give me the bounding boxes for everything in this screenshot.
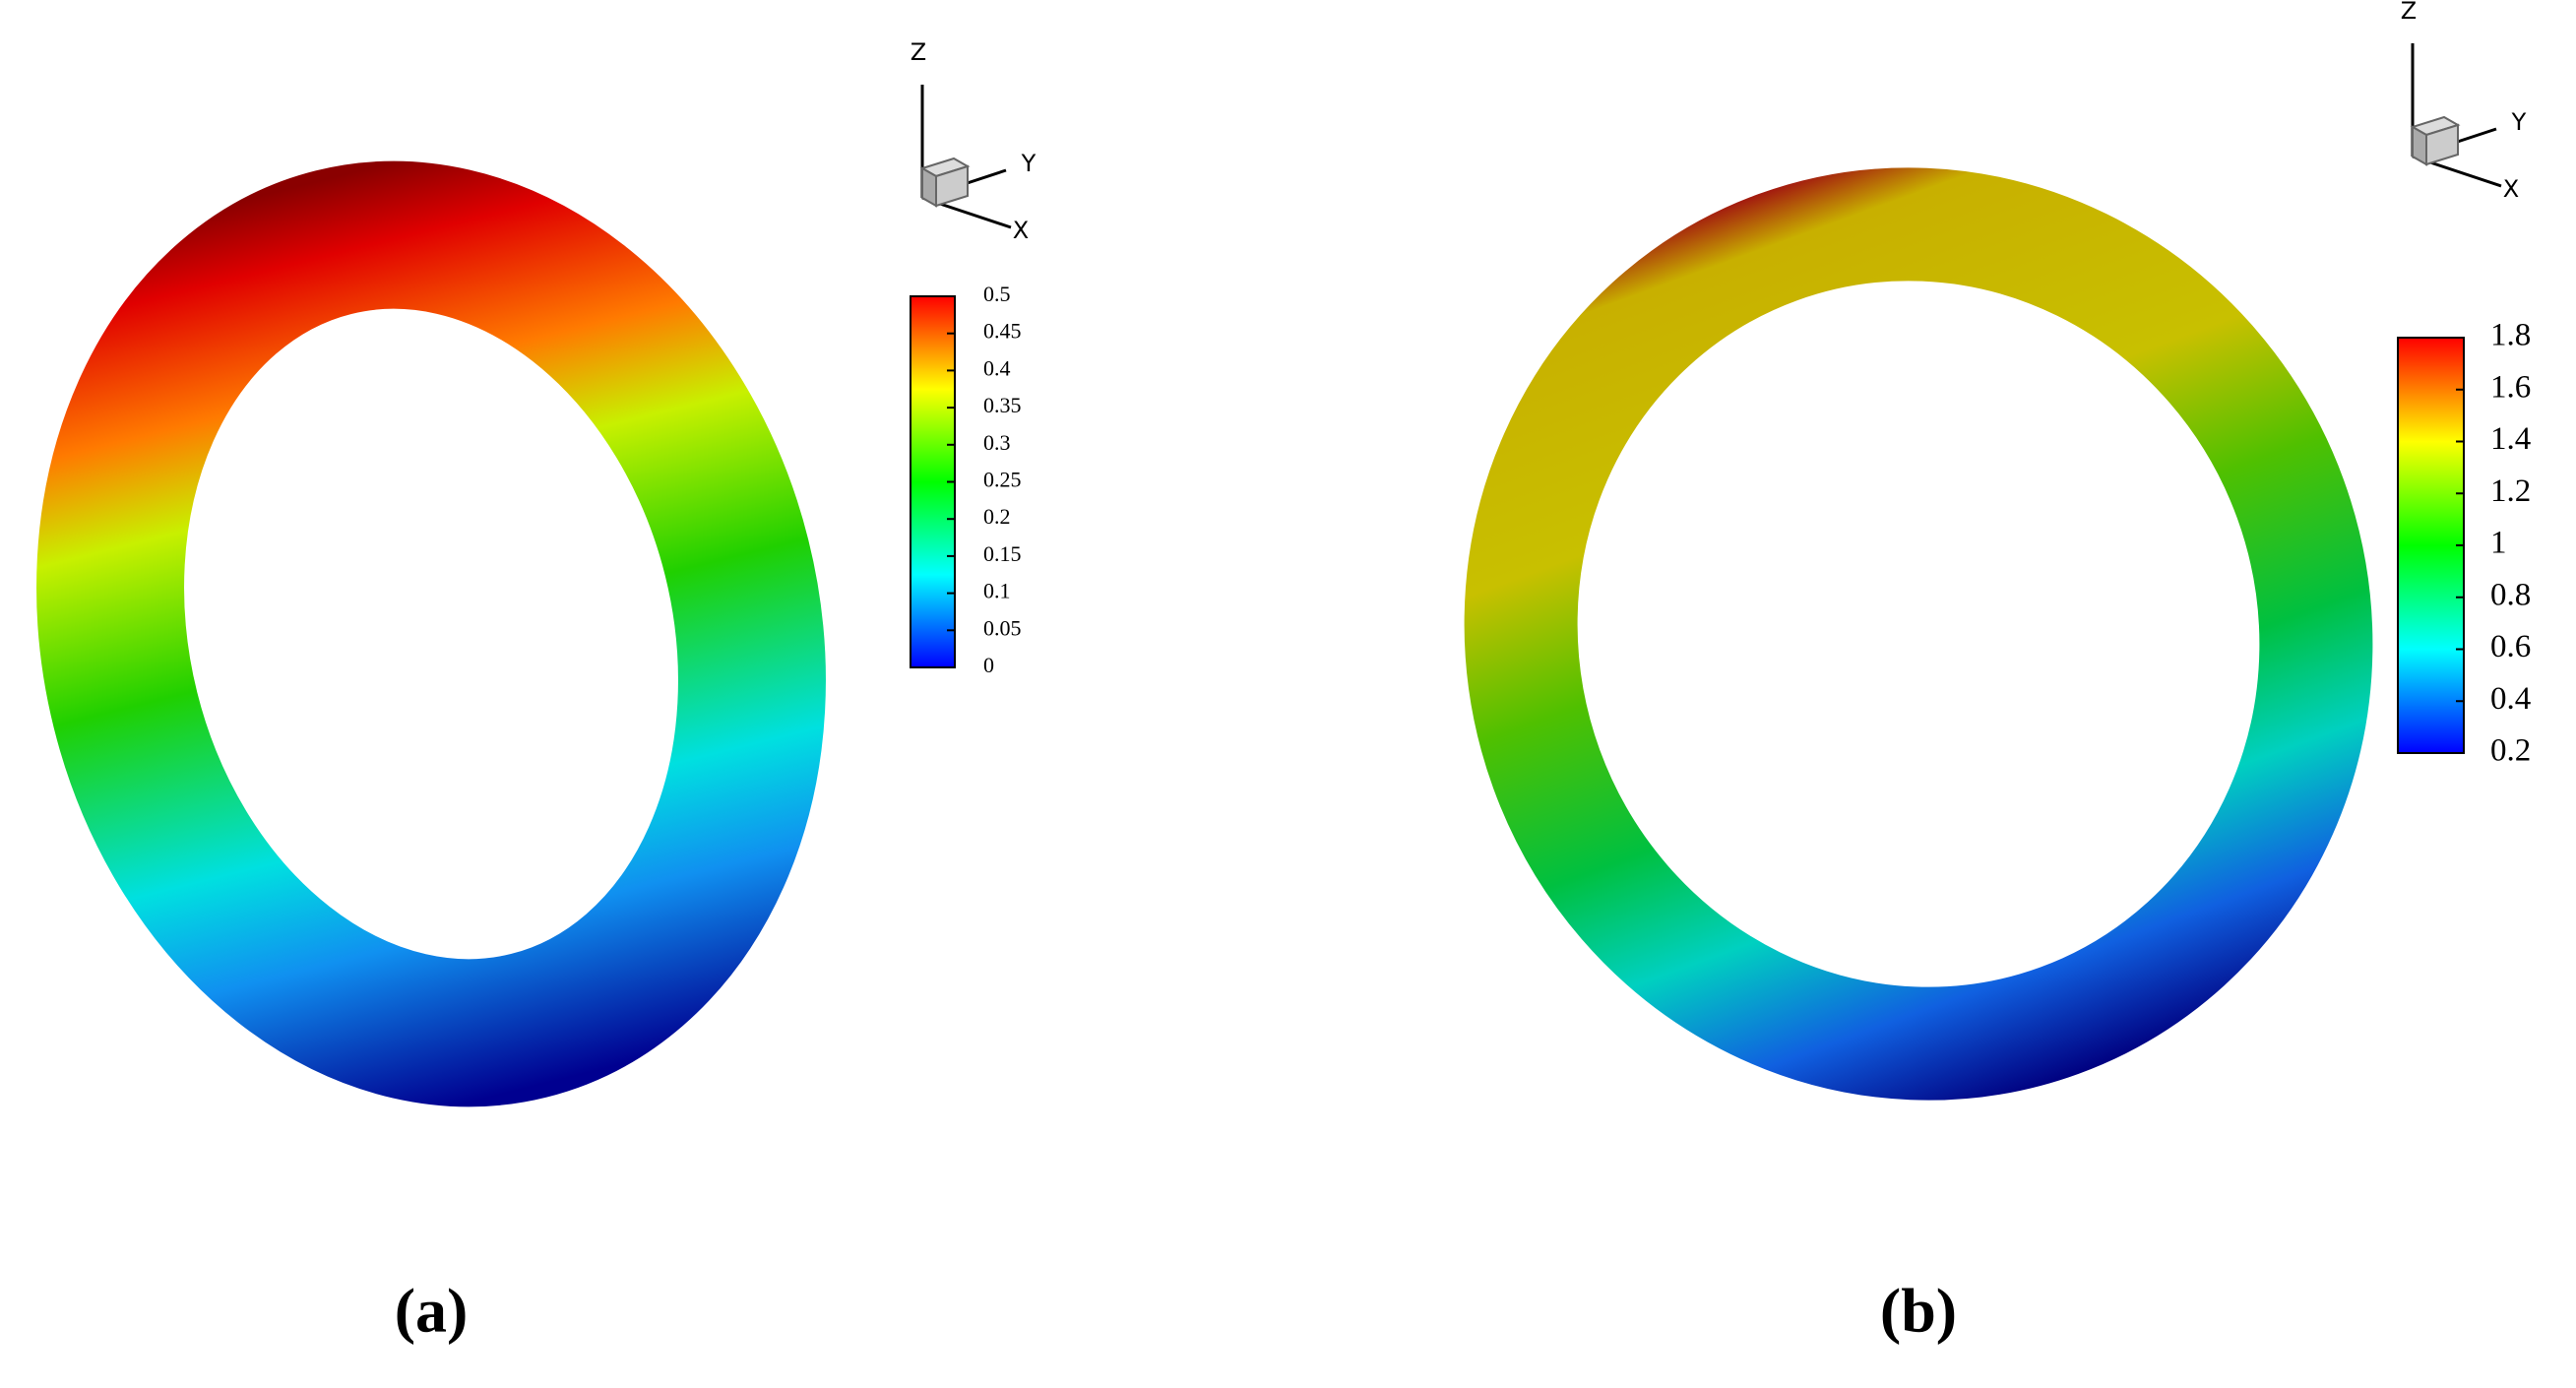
colorbar-tick-label: 0.45 (983, 319, 1022, 344)
colorbar-tick-label: 0.6 (2490, 629, 2531, 664)
colorbar-tick-label: 0.35 (983, 393, 1022, 417)
triad-cube (2425, 123, 2459, 166)
colorbar-tick-label: 1.2 (2490, 473, 2531, 509)
colorbar-tick-label: 0.8 (2490, 577, 2531, 612)
axis-label-x: X (2503, 175, 2519, 203)
colorbar-tick-label: 1.4 (2490, 421, 2531, 457)
axis-label-y: Y (2511, 108, 2527, 136)
triad-cube (921, 166, 937, 208)
panel-label: (b) (1880, 1276, 1957, 1346)
colorbar-tick-label: 0.2 (2490, 733, 2531, 769)
colorbar-tick-label: 0 (983, 653, 994, 677)
colorbar-tick-label: 0.4 (2490, 681, 2531, 717)
colorbar-tick-label: 0.05 (983, 615, 1022, 640)
axis-label-z: Z (911, 38, 926, 66)
colorbar-tick-label: 0.25 (983, 468, 1022, 492)
axis-label-y: Y (1021, 150, 1037, 177)
colorbar (2397, 337, 2465, 754)
ring-b (1464, 167, 2373, 1101)
ring-a (36, 160, 826, 1107)
triad-cube (2412, 125, 2427, 166)
colorbar-tick-label: 0.1 (983, 579, 1011, 603)
panel-label: (a) (395, 1276, 469, 1346)
colorbar-tick-label: 1.8 (2490, 318, 2531, 353)
colorbar-tick-label: 1.6 (2490, 369, 2531, 405)
axis-label-z: Z (2401, 0, 2417, 25)
colorbar-tick-label: 0.4 (983, 355, 1011, 380)
triad-cube (935, 164, 969, 208)
colorbar-tick-label: 0.3 (983, 430, 1011, 455)
colorbar-tick-label: 0.2 (983, 504, 1011, 529)
axis-label-x: X (1013, 217, 1029, 244)
colorbar-tick-label: 1 (2490, 526, 2507, 561)
colorbar-tick-label: 0.5 (983, 282, 1011, 306)
colorbar-tick-label: 0.15 (983, 541, 1022, 566)
